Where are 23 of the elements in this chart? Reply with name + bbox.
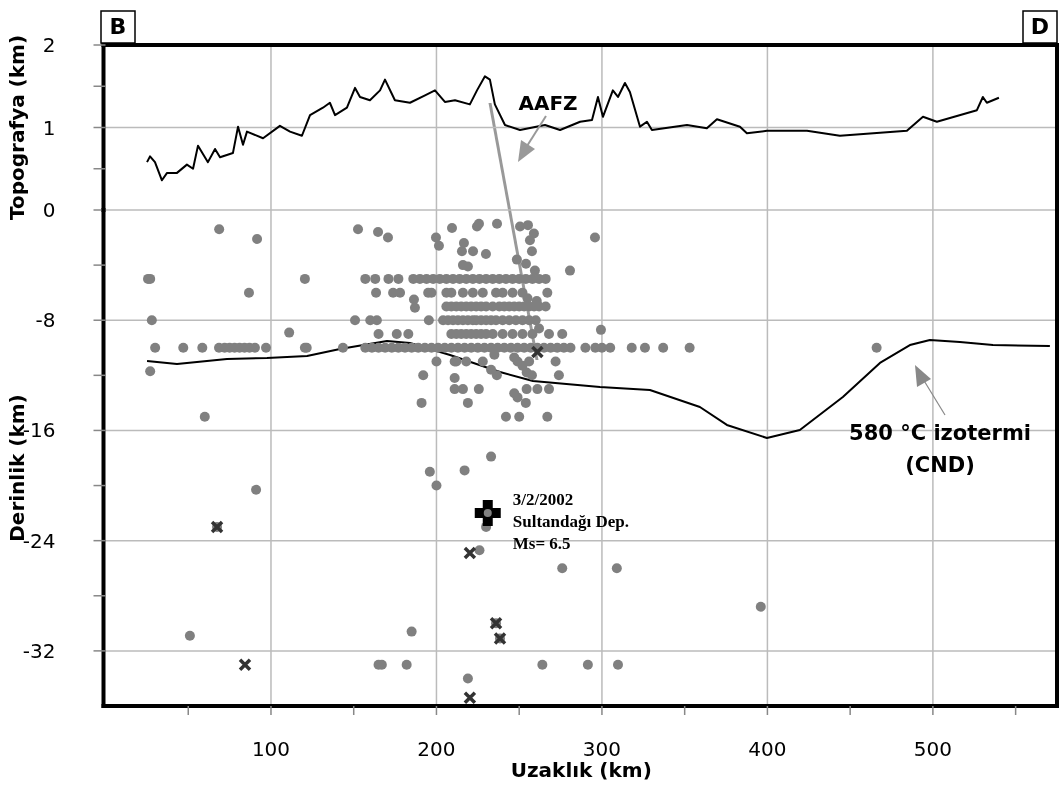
- x-tick-label: 200: [417, 737, 456, 761]
- point: [463, 546, 477, 560]
- x-tick-label: 400: [748, 737, 787, 761]
- x-tick-label: 300: [582, 737, 622, 761]
- point: [238, 657, 252, 672]
- y-tick-label: 0: [42, 198, 56, 222]
- annotation: 580 °C izotermi (CND): [849, 421, 1031, 477]
- y-tick-label: -32: [22, 638, 56, 663]
- text: B: [109, 14, 127, 39]
- y-axis-title: Topografya (km): [5, 34, 29, 221]
- text: D: [1030, 14, 1050, 39]
- line-series: [146, 338, 1051, 440]
- point: [463, 690, 477, 705]
- y-tick-label: -8: [35, 308, 56, 333]
- point: [530, 345, 545, 359]
- x-tick-label: 500: [913, 737, 952, 761]
- x-axis-title: Uzaklık (km): [510, 758, 652, 782]
- y-tick-label: 1: [42, 115, 56, 140]
- y-tick-label: 2: [42, 33, 56, 57]
- line-series: [146, 75, 1000, 182]
- annotation: AAFZ: [518, 91, 578, 115]
- x-tick-label: 100: [251, 737, 291, 761]
- annotation: 3/2/2002 Sultandağı Dep. Ms= 6.5: [512, 490, 629, 554]
